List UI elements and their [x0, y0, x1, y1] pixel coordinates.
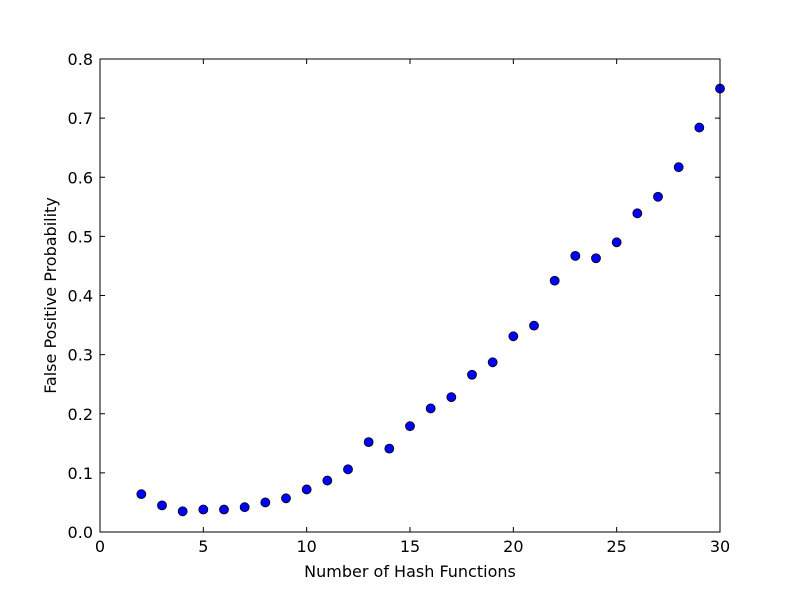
data-point [632, 208, 643, 219]
data-point [508, 331, 519, 342]
data-point [694, 122, 705, 133]
x-tick-label: 10 [296, 537, 316, 556]
data-point [157, 500, 167, 511]
data-point [260, 497, 271, 508]
plot-frame [99, 58, 721, 533]
y-tick-label: 0.7 [68, 109, 93, 128]
data-point [549, 275, 560, 286]
data-point [446, 392, 457, 403]
y-axis-ticks: 0.0 0.1 0.2 0.3 0.4 0.5 0.6 0.7 0.8 [68, 50, 720, 542]
y-tick-label: 0.3 [68, 346, 93, 365]
data-point [384, 443, 395, 454]
data-point [611, 237, 622, 248]
data-point [653, 191, 663, 202]
data-point [363, 437, 374, 448]
data-point [198, 504, 209, 515]
data-point [405, 421, 415, 432]
x-tick-label: 20 [503, 537, 523, 556]
y-tick-label: 0.6 [68, 168, 93, 187]
y-tick-label: 0.4 [68, 287, 93, 306]
y-axis-label: False Positive Probability [41, 197, 60, 394]
x-axis-ticks: 0 5 10 15 20 25 30 [95, 59, 730, 556]
data-point [591, 253, 601, 264]
x-tick-label: 30 [710, 537, 730, 556]
y-tick-label: 0.0 [68, 523, 93, 542]
x-tick-label: 0 [95, 537, 105, 556]
data-point [425, 403, 436, 414]
x-tick-label: 15 [400, 537, 420, 556]
data-point [239, 502, 250, 513]
data-point [281, 493, 291, 504]
x-axis-label: Number of Hash Functions [304, 562, 516, 581]
y-tick-label: 0.2 [68, 405, 93, 424]
x-tick-label: 25 [606, 537, 626, 556]
data-point [136, 489, 147, 500]
data-point [177, 506, 188, 517]
data-point [529, 320, 539, 331]
data-point [343, 464, 353, 475]
data-point [570, 250, 581, 261]
data-point [322, 475, 333, 486]
data-points [136, 83, 725, 517]
data-point [219, 504, 229, 515]
x-tick-label: 5 [198, 537, 208, 556]
y-tick-label: 0.5 [68, 227, 93, 246]
data-point [301, 484, 312, 495]
data-point [487, 357, 498, 368]
data-point [673, 162, 684, 173]
y-tick-label: 0.8 [68, 50, 93, 69]
data-point [467, 369, 477, 380]
y-tick-label: 0.1 [68, 464, 93, 483]
